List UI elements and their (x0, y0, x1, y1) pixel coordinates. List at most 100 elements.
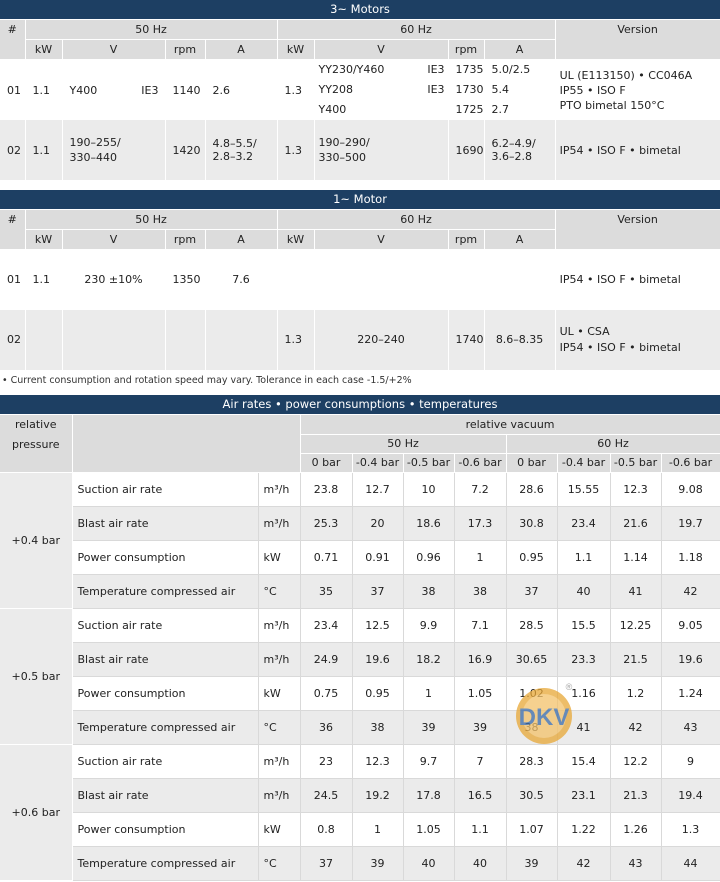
value-cell: 23.4 (300, 608, 353, 643)
value-cell: 1 (352, 812, 404, 847)
three-phase-motors-table: # 50 Hz 60 Hz Version kW V rpm A kW V rp… (0, 20, 720, 180)
value-cell: 41 (610, 574, 662, 609)
value-cell: 30.5 (506, 778, 558, 813)
voltage-value: 330–440 (69, 151, 118, 164)
value-cell: 37 (300, 846, 353, 881)
rpm-value: 1740 (448, 309, 485, 370)
metric-label: Power consumption (72, 540, 259, 575)
header-50hz: 50 Hz (25, 20, 278, 40)
header-v: V (314, 229, 449, 250)
table-row: Blast air rate m³/h 24.5 19.2 17.8 16.5 30.5 23… (0, 778, 720, 813)
value-cell: 19.6 (352, 642, 404, 677)
single-phase-motor-section: 1~ Motor # 50 Hz 60 Hz Version kW V rpm … (0, 190, 720, 370)
metric-label: Blast air rate (72, 778, 259, 813)
kw-value: 1.1 (25, 59, 63, 120)
air-rates-section: Air rates • power consumptions • tempera… (0, 395, 720, 881)
kw-value: 1.1 (25, 120, 63, 180)
rpm-value: 1690 (448, 120, 485, 180)
value-cell: 44 (661, 846, 720, 881)
vacuum-column-header: -0.4 bar (557, 453, 611, 473)
voltage-value: 230 ±10% (62, 249, 166, 310)
value-cell: 43 (610, 846, 662, 881)
value-cell: 0.95 (506, 540, 558, 575)
table-row: Power consumptionkW0.750.9511.051.021.16… (0, 676, 720, 711)
current-cell: 6.2–4.9/3.6–2.8 (484, 120, 556, 180)
value-cell: 12.2 (610, 744, 662, 779)
value-cell: 15.5 (557, 608, 611, 643)
logo-text: DKV (519, 704, 570, 731)
unit-label: m³/h (258, 778, 301, 813)
value-cell: 40 (454, 846, 507, 881)
value-cell: 1 (403, 676, 455, 711)
header-version: Version (555, 20, 720, 60)
unit-label: kW (258, 540, 301, 575)
value-cell: 9.05 (661, 608, 720, 643)
value-cell: 21.6 (610, 506, 662, 541)
header-60hz: 60 Hz (506, 434, 720, 454)
metric-label: Power consumption (72, 812, 259, 847)
version-line: IP54 • ISO F • bimetal (559, 340, 681, 354)
section-title: 3~ Motors (0, 0, 720, 20)
header-a: A (484, 39, 556, 60)
metric-label: Suction air rate (72, 608, 259, 643)
value-cell: 30.65 (506, 642, 558, 677)
header-v: V (314, 39, 449, 60)
value-cell: 19.2 (352, 778, 404, 813)
current-value: 8.6–8.35 (484, 309, 556, 370)
value-cell: 1.14 (610, 540, 662, 575)
header-rpm: rpm (448, 229, 485, 250)
value-cell: 19.4 (661, 778, 720, 813)
single-phase-motor-table: # 50 Hz 60 Hz Version kW V rpm A kW V rp… (0, 210, 720, 370)
current-value: 5.0/2.5 (491, 63, 531, 76)
unit-label: m³/h (258, 472, 301, 507)
value-cell: 40 (557, 574, 611, 609)
value-cell: 43 (661, 710, 720, 745)
row-id: 01 (0, 59, 26, 120)
version-cell: UL • CSA IP54 • ISO F • bimetal (555, 309, 720, 370)
current-value: 2.8–3.2 (212, 150, 254, 163)
table-row: +0.4 bar Suction air rate m³/h 23.8 12.7 10 7.… (0, 472, 720, 609)
vacuum-column-header: -0.4 bar (352, 453, 404, 473)
value-cell: 39 (352, 846, 404, 881)
value-cell: 28.6 (506, 472, 558, 507)
unit-label: kW (258, 812, 301, 847)
table-row: 02 1.1 190–255/330–440 1420 4.8–5.5/2.8–… (0, 120, 720, 180)
unit-label: m³/h (258, 608, 301, 643)
section-title: Air rates • power consumptions • tempera… (0, 395, 720, 415)
value-cell: 0.95 (352, 676, 404, 711)
value-cell: 37 (506, 574, 558, 609)
header-kw: kW (277, 39, 315, 60)
header-rpm: rpm (165, 39, 206, 60)
value-cell: 18.6 (403, 506, 455, 541)
value-cell: 12.3 (352, 744, 404, 779)
value-cell: 25.3 (300, 506, 353, 541)
vacuum-column-header: 0 bar (506, 453, 558, 473)
version-line: IP55 • ISO F (559, 83, 626, 97)
vacuum-column-header: -0.6 bar (661, 453, 720, 473)
value-cell: 40 (403, 846, 455, 881)
table-row: Temperature compressed air °C 37 39 40 40 39 42… (0, 846, 720, 881)
unit-label: kW (258, 676, 301, 711)
value-cell: 1.18 (661, 540, 720, 575)
header-a: A (205, 229, 278, 250)
value-cell: 1.1 (557, 540, 611, 575)
table-row: Temperature compressed air °C 35 37 38 38 37 40… (0, 574, 720, 609)
header-hash: # (0, 20, 26, 60)
header-kw: kW (277, 229, 315, 250)
metric-label: Temperature compressed air (72, 710, 259, 745)
pressure-label: +0.4 bar (0, 472, 73, 609)
header-50hz: 50 Hz (300, 434, 507, 454)
header-version: Version (555, 210, 720, 250)
voltage-cell: YY230/Y460 IE3 YY208 IE3 Y400 (314, 59, 449, 120)
value-cell: 36 (300, 710, 353, 745)
header-kw: kW (25, 39, 63, 60)
value-cell: 37 (352, 574, 404, 609)
voltage-value: Y400 (69, 83, 98, 97)
row-id: 02 (0, 309, 26, 370)
value-cell: 42 (610, 710, 662, 745)
current-cell: 5.0/2.5 5.4 2.7 (484, 59, 556, 120)
value-cell: 23 (300, 744, 353, 779)
value-cell: 1.24 (661, 676, 720, 711)
value-cell: 30.8 (506, 506, 558, 541)
current-value: 7.6 (205, 249, 278, 310)
